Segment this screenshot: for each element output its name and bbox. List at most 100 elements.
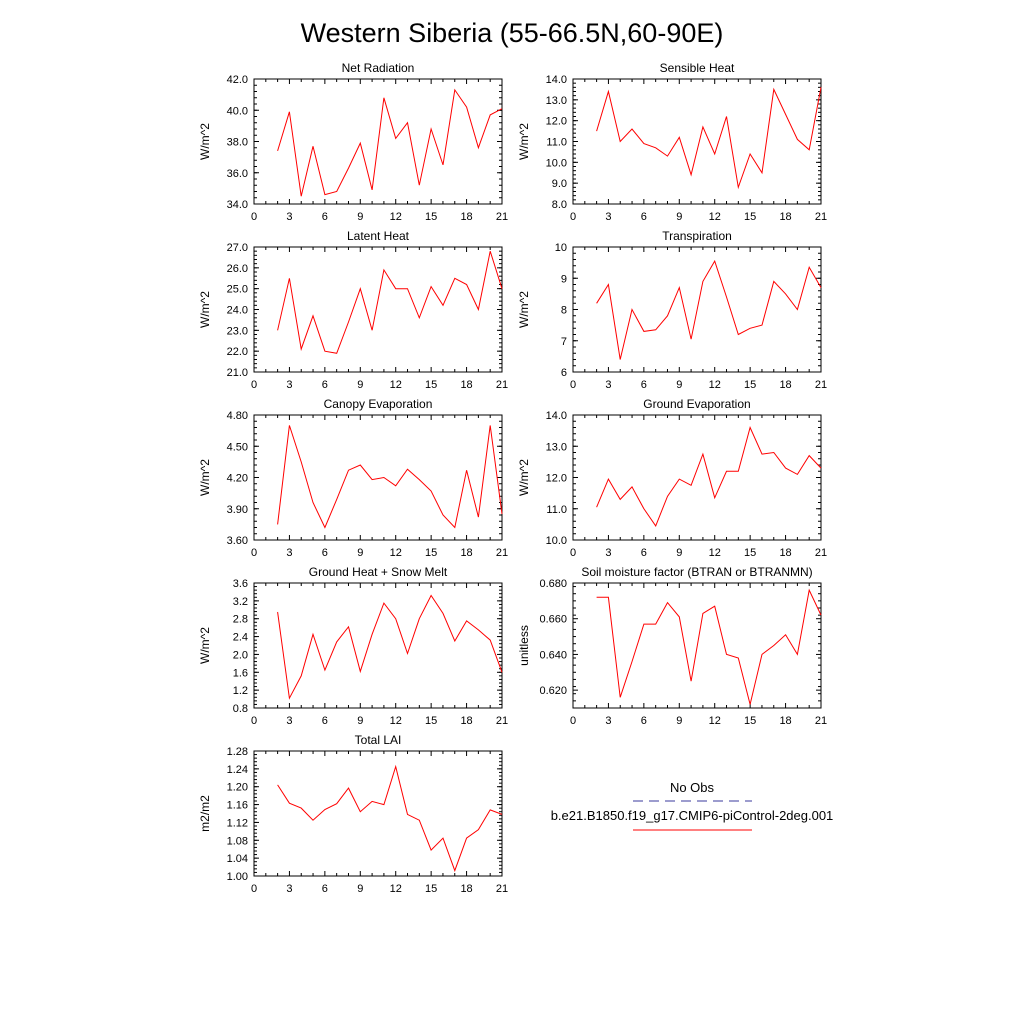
y-axis-label: W/m^2 [517, 291, 531, 328]
x-tick-label: 21 [496, 211, 508, 223]
x-tick-label: 15 [425, 211, 437, 223]
x-tick-label: 18 [460, 379, 472, 391]
y-tick-label: 13.0 [546, 441, 567, 453]
y-tick-label: 1.00 [227, 871, 248, 883]
plot-frame [253, 246, 503, 373]
x-tick-label: 9 [357, 883, 363, 895]
y-tick-label: 1.04 [227, 853, 248, 865]
panel-sensible-heat: Sensible Heat W/m^2 0 3 6 9 12 15 18 21 8.0 9.0 10.0… [517, 61, 827, 223]
x-tick-label: 12 [390, 379, 402, 391]
y-tick-label: 11.0 [546, 137, 567, 149]
y-tick-label: 26.0 [227, 263, 248, 275]
x-tick-label: 0 [251, 715, 257, 727]
y-tick-label: 1.28 [227, 746, 248, 758]
x-tick-label: 6 [322, 883, 328, 895]
x-tick-label: 0 [570, 715, 576, 727]
x-tick-label: 9 [357, 379, 363, 391]
y-axis-label: unitless [517, 625, 531, 666]
plot-frame [253, 750, 503, 877]
y-axis-label: W/m^2 [517, 459, 531, 496]
x-tick-label: 21 [496, 379, 508, 391]
x-tick-label: 15 [425, 715, 437, 727]
y-tick-label: 4.50 [227, 441, 248, 453]
x-tick-label: 0 [251, 379, 257, 391]
y-tick-label: 12.0 [546, 473, 567, 485]
y-axis-label: W/m^2 [198, 627, 212, 664]
y-tick-label: 0.680 [539, 578, 567, 590]
series-line [596, 87, 822, 190]
x-tick-label: 12 [390, 211, 402, 223]
x-tick-label: 6 [641, 715, 647, 727]
x-tick-label: 6 [641, 211, 647, 223]
y-tick-label: 2.4 [233, 632, 248, 644]
y-tick-label: 9.0 [552, 178, 567, 190]
panel-ground-heat-snow-melt: Ground Heat + Snow Melt W/m^2 0 3 6 9 12 15 18 21… [198, 565, 508, 727]
y-tick-label: 34.0 [227, 199, 248, 211]
plot-frame [253, 582, 503, 709]
y-tick-label: 42.0 [227, 74, 248, 86]
panel-total-lai: Total LAI m2/m2 0 3 6 9 12 15 18 21 1.00 1.04 1.08 1.… [198, 733, 508, 895]
y-tick-label: 3.2 [233, 596, 248, 608]
y-tick-label: 12.0 [546, 116, 567, 128]
y-tick-label: 1.08 [227, 835, 248, 847]
panel-title: Soil moisture factor (BTRAN or BTRANMN) [581, 565, 812, 579]
y-tick-label: 2.8 [233, 614, 248, 626]
x-tick-label: 12 [709, 547, 721, 559]
x-tick-label: 3 [605, 379, 611, 391]
x-tick-label: 18 [779, 379, 791, 391]
y-tick-label: 40.0 [227, 105, 248, 117]
y-tick-label: 1.2 [233, 685, 248, 697]
x-tick-label: 21 [496, 883, 508, 895]
y-axis-label: m2/m2 [198, 795, 212, 832]
x-tick-label: 3 [286, 547, 292, 559]
y-tick-label: 24.0 [227, 305, 248, 317]
x-tick-label: 15 [744, 211, 756, 223]
x-tick-label: 3 [605, 211, 611, 223]
y-tick-label: 14.0 [546, 410, 567, 422]
legend-model-label: b.e21.B1850.f19_g17.CMIP6-piControl-2deg… [551, 808, 834, 823]
panel-title: Total LAI [355, 733, 402, 747]
x-tick-label: 15 [425, 379, 437, 391]
y-tick-label: 13.0 [546, 95, 567, 107]
y-tick-label: 8 [561, 305, 567, 317]
x-tick-label: 6 [641, 547, 647, 559]
x-tick-label: 21 [815, 379, 827, 391]
x-tick-label: 6 [322, 715, 328, 727]
series-line [277, 88, 503, 197]
y-tick-label: 0.620 [539, 685, 567, 697]
y-axis-label: W/m^2 [198, 291, 212, 328]
y-tick-label: 21.0 [227, 367, 248, 379]
panel-canopy-evaporation: Canopy Evaporation W/m^2 0 3 6 9 12 15 18 21 3.60 3… [198, 397, 508, 559]
y-tick-label: 14.0 [546, 74, 567, 86]
plot-frame [572, 414, 822, 541]
x-tick-label: 0 [570, 379, 576, 391]
plot-frame [572, 582, 822, 709]
x-tick-label: 6 [641, 379, 647, 391]
y-axis-label: W/m^2 [517, 123, 531, 160]
x-tick-label: 18 [460, 547, 472, 559]
x-tick-label: 3 [286, 379, 292, 391]
y-tick-label: 1.12 [227, 817, 248, 829]
x-tick-label: 6 [322, 379, 328, 391]
x-tick-label: 18 [460, 211, 472, 223]
x-tick-label: 0 [570, 547, 576, 559]
panel-title: Transpiration [662, 229, 732, 243]
y-axis-label: W/m^2 [198, 123, 212, 160]
x-tick-label: 15 [425, 547, 437, 559]
x-tick-label: 18 [779, 715, 791, 727]
panel-soil-moisture-factor-btran-or-btranmn: Soil moisture factor (BTRAN or BTRANMN) u… [517, 565, 827, 727]
x-tick-label: 9 [357, 547, 363, 559]
y-tick-label: 4.80 [227, 410, 248, 422]
panel-title: Sensible Heat [660, 61, 735, 75]
x-tick-label: 9 [676, 211, 682, 223]
x-tick-label: 9 [676, 715, 682, 727]
x-tick-label: 9 [357, 715, 363, 727]
y-tick-label: 38.0 [227, 137, 248, 149]
panel-title: Ground Evaporation [643, 397, 750, 411]
series-line [277, 425, 503, 529]
x-tick-label: 12 [390, 715, 402, 727]
panel-title: Canopy Evaporation [324, 397, 433, 411]
x-tick-label: 15 [425, 883, 437, 895]
y-tick-label: 10.0 [546, 157, 567, 169]
y-tick-label: 10 [555, 242, 567, 254]
